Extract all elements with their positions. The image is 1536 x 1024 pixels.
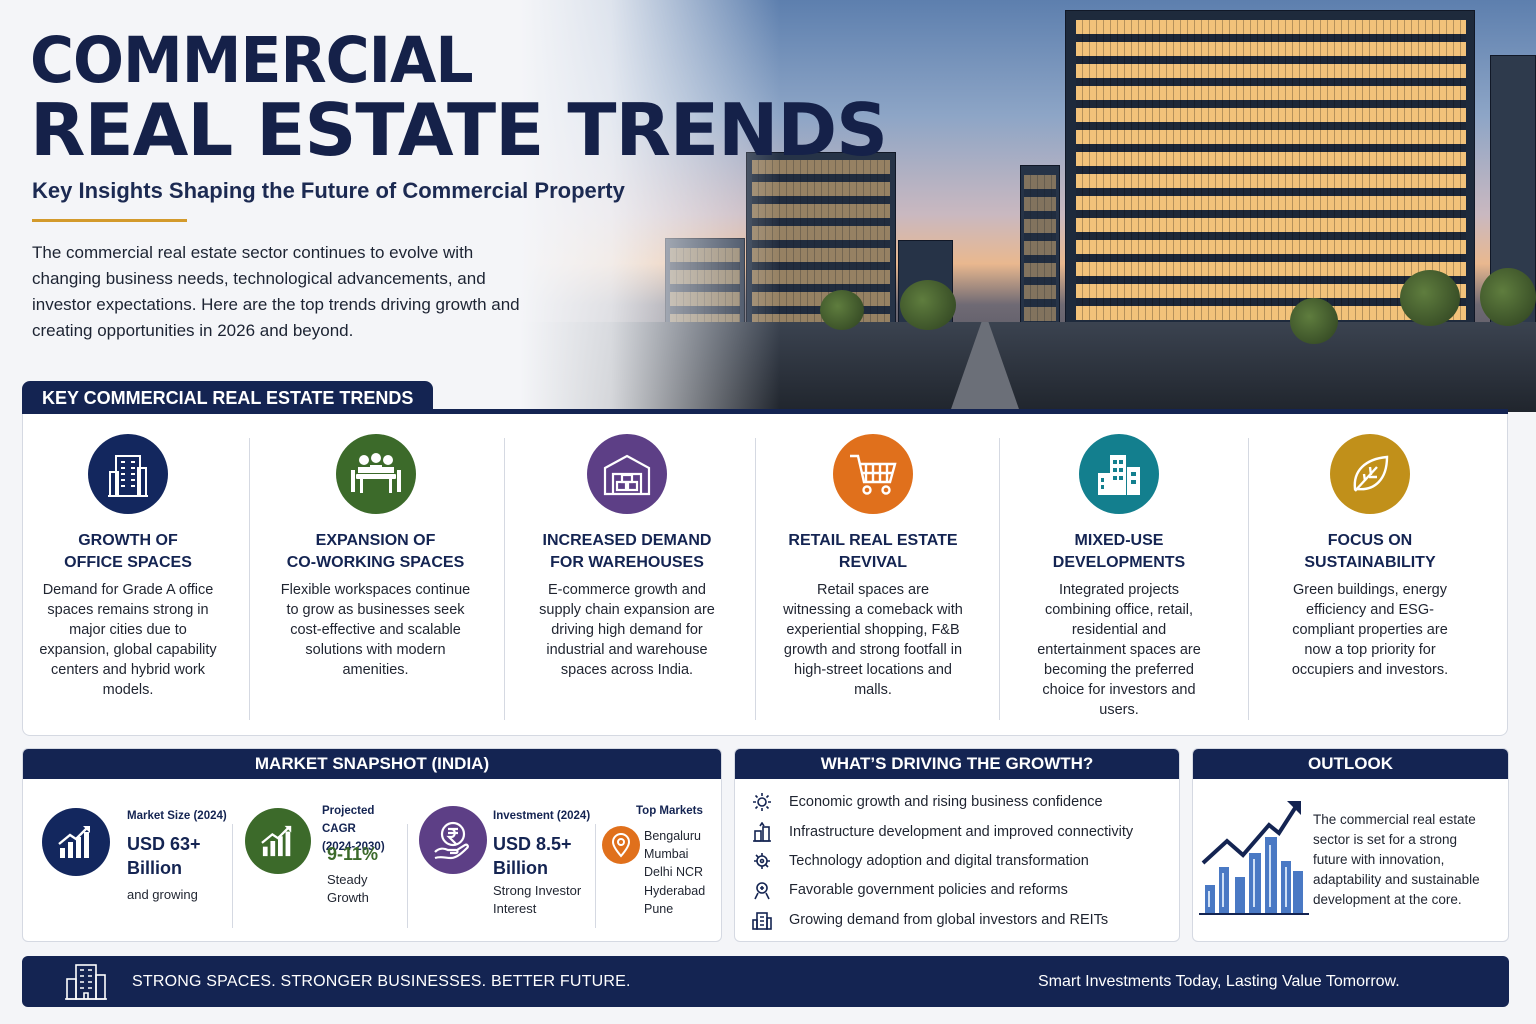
driver-text: Favorable government policies and reform…: [789, 882, 1068, 898]
outlook-text: The commercial real estate sector is set…: [1313, 812, 1480, 907]
warehouse-icon: [587, 434, 667, 514]
driver-text: Growing demand from global investors and…: [789, 912, 1109, 928]
investment-label: Investment (2024): [493, 810, 591, 822]
trend-card-sustainability: FOCUS ON SUSTAINABILITY Green buildings,…: [1280, 434, 1460, 680]
market-size-value: USD 63+ Billion: [127, 834, 201, 878]
page-subtitle: Key Insights Shaping the Future of Comme…: [32, 178, 625, 203]
top-markets-label: Top Markets: [636, 805, 703, 817]
divider: [595, 824, 596, 928]
page-title-line2: REAL ESTATE TRENDS: [30, 88, 888, 172]
trend-title: EXPANSION OF CO-WORKING SPACES: [286, 532, 465, 571]
shopping-cart-icon: [833, 434, 913, 514]
trends-section-title: KEY COMMERCIAL REAL ESTATE TRENDS: [22, 381, 434, 411]
infrastructure-icon: [751, 822, 773, 842]
trend-description: E-commerce growth and supply chain expan…: [539, 582, 715, 678]
market-city: Bengaluru: [644, 829, 701, 843]
footer-slogan: Smart Investments Today, Lasting Value T…: [1038, 973, 1400, 990]
driver-item: Favorable government policies and reform…: [751, 880, 1068, 900]
divider: [755, 438, 756, 720]
market-snapshot-title: MARKET SNAPSHOT (INDIA): [23, 749, 721, 779]
trend-description: Flexible workspaces continue to grow as …: [280, 582, 471, 678]
trend-title: GROWTH OF OFFICE SPACES: [64, 532, 192, 571]
investment-value: USD 8.5+ Billion: [493, 834, 572, 878]
cagr-label: Projected CAGR (2024-2030): [322, 805, 385, 853]
outlook-box: OUTLOOK The commercial real estate secto…: [1192, 748, 1509, 942]
growth-gear-icon: [751, 792, 773, 812]
leaf-icon: [1330, 434, 1410, 514]
hero-fade-overlay: [520, 0, 780, 412]
market-city: Delhi NCR: [644, 865, 704, 879]
accent-divider: [32, 219, 187, 222]
trend-title: INCREASED DEMAND FOR WAREHOUSES: [542, 532, 712, 571]
cagr-value: 9-11%: [327, 844, 379, 864]
office-building-outline-icon: [64, 963, 108, 1006]
office-building-icon: [88, 434, 168, 514]
technology-gear-icon: [751, 851, 773, 871]
bar-chart-growth-icon: [42, 808, 110, 876]
driver-item: Economic growth and rising business conf…: [751, 792, 1103, 812]
market-size-note: and growing: [127, 887, 198, 902]
footer-tagline: STRONG SPACES. STRONGER BUSINESSES. BETT…: [132, 973, 631, 990]
divider: [999, 438, 1000, 720]
cagr-note: Steady Growth: [327, 872, 369, 905]
city-buildings-icon: [1079, 434, 1159, 514]
investment-note: Strong Investor Interest: [493, 883, 582, 916]
trend-card-office: GROWTH OF OFFICE SPACES Demand for Grade…: [38, 434, 218, 700]
divider: [1248, 438, 1249, 720]
cagr-growth-icon: [245, 808, 311, 874]
divider: [249, 438, 250, 720]
trend-description: Demand for Grade A office spaces remains…: [39, 582, 217, 698]
trend-card-mixed-use: MIXED-USE DEVELOPMENTS Integrated projec…: [1029, 434, 1209, 720]
market-snapshot-box: MARKET SNAPSHOT (INDIA) Market Size (202…: [22, 748, 722, 942]
policy-icon: [751, 880, 773, 900]
trend-description: Integrated projects combining office, re…: [1037, 582, 1201, 718]
footer-banner: STRONG SPACES. STRONGER BUSINESSES. BETT…: [22, 956, 1509, 1007]
driver-item: Growing demand from global investors and…: [751, 910, 1108, 930]
market-city: Mumbai: [644, 847, 689, 861]
trend-card-coworking: EXPANSION OF CO-WORKING SPACES Flexible …: [278, 434, 473, 680]
page-title-line1: COMMERCIAL: [30, 24, 474, 98]
divider: [407, 824, 408, 928]
snapshot-items: Market Size (2024) USD 63+ Billion and g…: [23, 749, 721, 941]
divider: [504, 438, 505, 720]
map-pin-icon: [602, 826, 640, 864]
trend-title: MIXED-USE DEVELOPMENTS: [1052, 532, 1186, 571]
trend-card-warehouse: INCREASED DEMAND FOR WAREHOUSES E-commer…: [536, 434, 718, 680]
trend-description: Retail spaces are witnessing a comeback …: [783, 582, 963, 698]
outlook-title: OUTLOOK: [1193, 749, 1508, 779]
trend-title: RETAIL REAL ESTATE REVIVAL: [788, 532, 958, 571]
growth-drivers-box: WHAT’S DRIVING THE GROWTH? Economic grow…: [734, 748, 1180, 942]
driver-item: Infrastructure development and improved …: [751, 822, 1133, 842]
driver-text: Economic growth and rising business conf…: [789, 794, 1103, 810]
market-city: Hyderabad: [644, 884, 706, 898]
trend-description: Green buildings, energy efficiency and E…: [1291, 582, 1449, 678]
trends-section-bar: [22, 409, 1508, 414]
driver-text: Infrastructure development and improved …: [789, 824, 1134, 840]
driver-item: Technology adoption and digital transfor…: [751, 851, 1089, 871]
intro-paragraph: The commercial real estate sector contin…: [32, 243, 520, 340]
market-city: Pune: [644, 902, 674, 916]
trend-card-retail: RETAIL REAL ESTATE REVIVAL Retail spaces…: [783, 434, 963, 700]
divider: [232, 824, 233, 928]
coworking-people-icon: [335, 434, 416, 514]
trends-panel: GROWTH OF OFFICE SPACES Demand for Grade…: [22, 414, 1508, 736]
rupee-hand-icon: [419, 806, 487, 874]
driver-text: Technology adoption and digital transfor…: [789, 853, 1089, 869]
investor-building-icon: [751, 910, 773, 930]
growth-drivers-title: WHAT’S DRIVING THE GROWTH?: [735, 749, 1179, 779]
trend-title: FOCUS ON SUSTAINABILITY: [1304, 532, 1436, 571]
market-size-label: Market Size (2024): [127, 810, 227, 822]
city-growth-icon: [1199, 797, 1311, 917]
